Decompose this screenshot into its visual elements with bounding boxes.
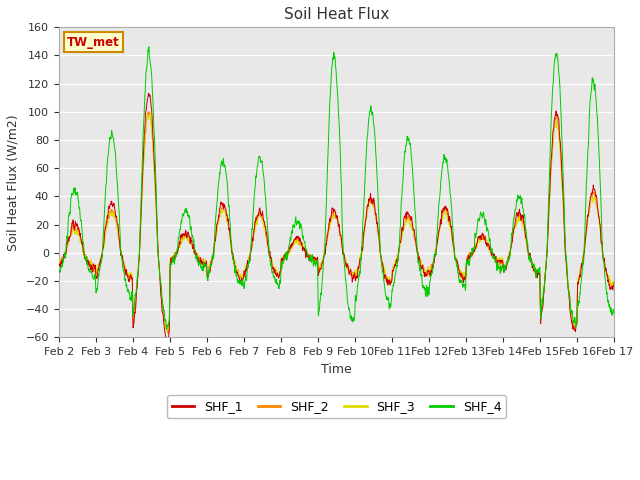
Y-axis label: Soil Heat Flux (W/m2): Soil Heat Flux (W/m2) [7, 114, 20, 251]
X-axis label: Time: Time [321, 363, 352, 376]
Title: Soil Heat Flux: Soil Heat Flux [284, 7, 389, 22]
Text: TW_met: TW_met [67, 36, 120, 49]
Legend: SHF_1, SHF_2, SHF_3, SHF_4: SHF_1, SHF_2, SHF_3, SHF_4 [167, 395, 506, 418]
